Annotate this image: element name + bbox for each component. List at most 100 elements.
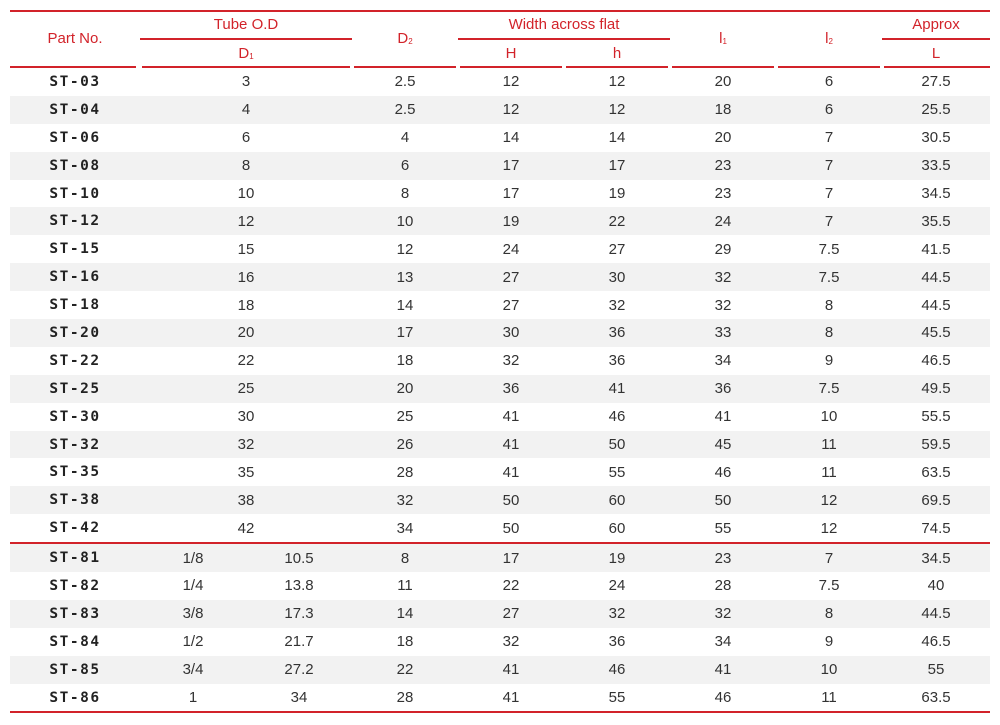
l-cell: 74.5 — [921, 519, 951, 537]
l1-cell: 20 — [714, 73, 732, 91]
h-cell: 24 — [502, 240, 520, 258]
l1-cell: 33 — [670, 319, 776, 347]
l1-cell: 23 — [670, 542, 776, 573]
l1-cell: 29 — [714, 240, 732, 258]
h-cell: 30 — [564, 263, 670, 292]
l2-cell: 8 — [776, 599, 882, 628]
l2-cell: 7 — [824, 129, 834, 147]
l1-cell: 46 — [714, 463, 732, 481]
part-number-cell: ST-38 — [10, 486, 140, 515]
l1-cell: 23 — [714, 185, 732, 202]
header-rule-h — [566, 66, 668, 68]
inch-size-cell: 3/8 — [140, 599, 246, 628]
l2-cell: 7 — [824, 185, 834, 202]
h-cell: 17 — [458, 151, 564, 180]
l1-cell: 28 — [714, 577, 732, 595]
header-top-rule — [10, 10, 990, 12]
l2-cell: 6 — [824, 73, 834, 91]
part-number-cell: ST-83 — [10, 599, 140, 628]
d1-cell: 4 — [140, 95, 352, 124]
l2-cell: 7.5 — [818, 240, 840, 258]
l2-cell: 7 — [776, 207, 882, 236]
l2-cell: 7.5 — [776, 374, 882, 403]
l1-cell: 41 — [670, 655, 776, 684]
table-row: ST-42 42 34 50 60 55 12 74.5 — [10, 514, 990, 543]
mm-size-cell: 34 — [290, 689, 308, 707]
d2-cell: 2.5 — [394, 73, 416, 91]
l-cell: 25.5 — [882, 95, 990, 124]
d1-cell: 42 — [237, 519, 255, 537]
table-row: ST-85 3/4 27.2 22 41 46 41 10 55 — [10, 655, 990, 684]
h-cell: 36 — [564, 319, 670, 347]
h-cell: 55 — [608, 689, 626, 707]
table-row: ST-15 15 12 24 27 29 7.5 41.5 — [10, 235, 990, 263]
header-H: H — [505, 45, 517, 62]
table-row: ST-32 32 26 41 50 45 11 59.5 — [10, 430, 990, 459]
l2-cell: 11 — [776, 430, 882, 459]
spec-table: ST-03 3 2.5 12 12 20 6 27.5 ST-04 4 2.5 12 12 18 6 25.5… — [10, 68, 990, 711]
l1-cell: 18 — [670, 95, 776, 124]
l2-cell: 10 — [820, 408, 838, 426]
part-number-cell: ST-22 — [49, 352, 101, 369]
h-cell: 50 — [502, 519, 520, 537]
h-cell: 12 — [458, 95, 564, 124]
part-number-cell: ST-03 — [49, 73, 101, 90]
d1-cell: 3 — [241, 73, 251, 91]
mm-size-cell: 10.5 — [246, 542, 352, 573]
d1-cell: 32 — [140, 430, 352, 459]
table-row: ST-86 1 34 28 41 55 46 11 63.5 — [10, 684, 990, 712]
l1-cell: 45 — [670, 430, 776, 459]
l1-cell: 20 — [714, 129, 732, 147]
mm-size-cell: 17.3 — [246, 599, 352, 628]
inch-size-cell: 3/4 — [140, 655, 246, 684]
table-row: ST-30 30 25 41 46 41 10 55.5 — [10, 403, 990, 431]
d1-cell: 12 — [140, 207, 352, 236]
d1-cell: 38 — [140, 486, 352, 515]
table-body: ST-03 3 2.5 12 12 20 6 27.5 ST-04 4 2.5 12 12 18 6 25.5… — [10, 68, 990, 711]
d2-cell: 10 — [352, 207, 458, 236]
part-number-cell: ST-82 — [49, 577, 101, 594]
header-rule-d1 — [142, 66, 350, 68]
h-cell: 46 — [608, 408, 626, 426]
l-cell: 59.5 — [882, 430, 990, 459]
h-cell: 41 — [564, 374, 670, 403]
l1-cell: 24 — [670, 207, 776, 236]
l2-cell: 8 — [776, 319, 882, 347]
d2-cell: 13 — [352, 263, 458, 292]
d2-cell: 18 — [396, 352, 414, 370]
header-l1: l1 — [719, 30, 727, 47]
h-cell: 22 — [502, 577, 520, 595]
d1-cell: 15 — [237, 240, 255, 258]
part-number-cell: ST-85 — [10, 655, 140, 684]
part-number-cell: ST-12 — [10, 207, 140, 236]
l-cell: 44.5 — [882, 263, 990, 292]
l2-cell: 6 — [776, 95, 882, 124]
part-number-cell: ST-84 — [49, 633, 101, 650]
l-cell: 63.5 — [921, 463, 951, 481]
l1-cell: 34 — [714, 352, 732, 370]
header-d1: D1 — [238, 45, 254, 62]
h-cell: 32 — [608, 296, 626, 314]
h-cell: 27 — [608, 240, 626, 258]
h-cell: 36 — [608, 633, 626, 651]
l-cell: 69.5 — [882, 486, 990, 515]
l-cell: 34.5 — [921, 185, 951, 202]
d2-cell: 6 — [352, 151, 458, 180]
h-cell: 50 — [564, 430, 670, 459]
d1-cell: 16 — [140, 263, 352, 292]
l2-cell: 7.5 — [776, 263, 882, 292]
width-across-flat-underline — [458, 38, 670, 40]
l1-cell: 55 — [714, 519, 732, 537]
table-row: ST-16 16 13 27 30 32 7.5 44.5 — [10, 263, 990, 292]
part-number-cell: ST-10 — [49, 185, 101, 202]
l2-cell: 8 — [824, 296, 834, 314]
table-row: ST-20 20 17 30 36 33 8 45.5 — [10, 319, 990, 347]
part-number-cell: ST-81 — [10, 542, 140, 573]
d1-cell: 35 — [237, 463, 255, 481]
d2-cell: 17 — [352, 319, 458, 347]
h-cell: 41 — [502, 689, 520, 707]
l2-cell: 9 — [824, 352, 834, 370]
l2-cell: 11 — [821, 463, 837, 481]
l-cell: 46.5 — [921, 633, 951, 651]
h-cell: 19 — [608, 185, 626, 202]
